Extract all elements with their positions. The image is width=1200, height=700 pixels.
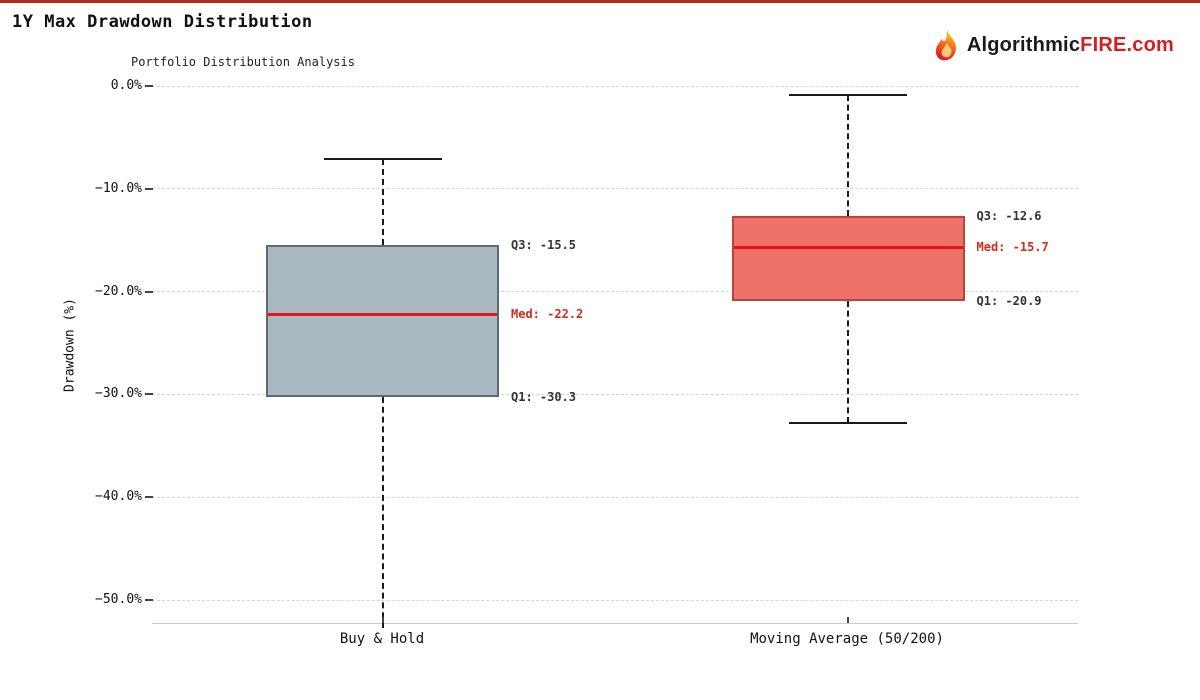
y-tick-label: −20.0% <box>95 283 142 299</box>
upper-whisker-cap <box>789 94 907 97</box>
y-tick-label: 0.0% <box>110 78 142 93</box>
lower-whisker-line <box>381 397 384 628</box>
gridline <box>152 85 1078 87</box>
flame-icon <box>935 29 956 61</box>
top-accent-bar <box>0 0 1200 3</box>
q1-label: Q1: -20.9 <box>976 293 1042 308</box>
upper-whisker-line <box>381 158 384 246</box>
y-tick <box>145 187 153 190</box>
page-title: 1Y Max Drawdown Distribution <box>12 12 313 32</box>
gridline <box>152 599 1078 601</box>
median-line <box>733 245 963 249</box>
lower-whisker-line <box>847 300 849 424</box>
brand-prefix: Algorithmic <box>966 34 1081 56</box>
gridline <box>152 393 1078 395</box>
iqr-box <box>731 215 965 301</box>
y-tick <box>145 599 153 601</box>
gridline <box>152 291 1078 293</box>
upper-whisker-line <box>847 95 849 216</box>
x-category-moving-average: Moving Average (50/200) <box>750 631 944 647</box>
y-tick <box>145 290 153 293</box>
gridline <box>152 188 1078 190</box>
median-label: Med: -22.2 <box>511 307 584 322</box>
chart-title: Portfolio Distribution Analysis <box>131 55 355 69</box>
median-label: Med: -15.7 <box>976 240 1049 255</box>
y-tick-label: −50.0% <box>95 592 142 607</box>
median-line <box>268 312 497 316</box>
brand-logo[interactable]: AlgorithmicFIRE.com <box>931 28 1174 63</box>
brand-tld: .com <box>1126 34 1174 56</box>
upper-whisker-cap <box>323 157 442 160</box>
y-tick-label: −40.0% <box>95 489 142 505</box>
x-tick <box>381 617 384 623</box>
q1-label: Q1: -30.3 <box>511 390 577 405</box>
x-tick <box>847 617 849 623</box>
y-tick <box>145 496 153 499</box>
brand-fire: FIRE <box>1080 34 1127 56</box>
lower-whisker-cap <box>789 422 907 425</box>
y-tick <box>145 393 153 396</box>
y-tick-label: −30.0% <box>95 386 142 402</box>
q3-label: Q3: -12.6 <box>976 208 1042 223</box>
q3-label: Q3: -15.5 <box>511 238 577 253</box>
y-tick <box>145 85 153 87</box>
gridline <box>152 496 1078 498</box>
x-axis-line <box>152 623 1078 624</box>
x-category-buy-and-hold: Buy & Hold <box>339 631 425 647</box>
y-tick-label: −10.0% <box>95 180 142 196</box>
iqr-box <box>266 245 499 398</box>
y-axis-label: Drawdown (%) <box>62 298 78 392</box>
brand-name: AlgorithmicFIRE.com <box>967 34 1174 57</box>
